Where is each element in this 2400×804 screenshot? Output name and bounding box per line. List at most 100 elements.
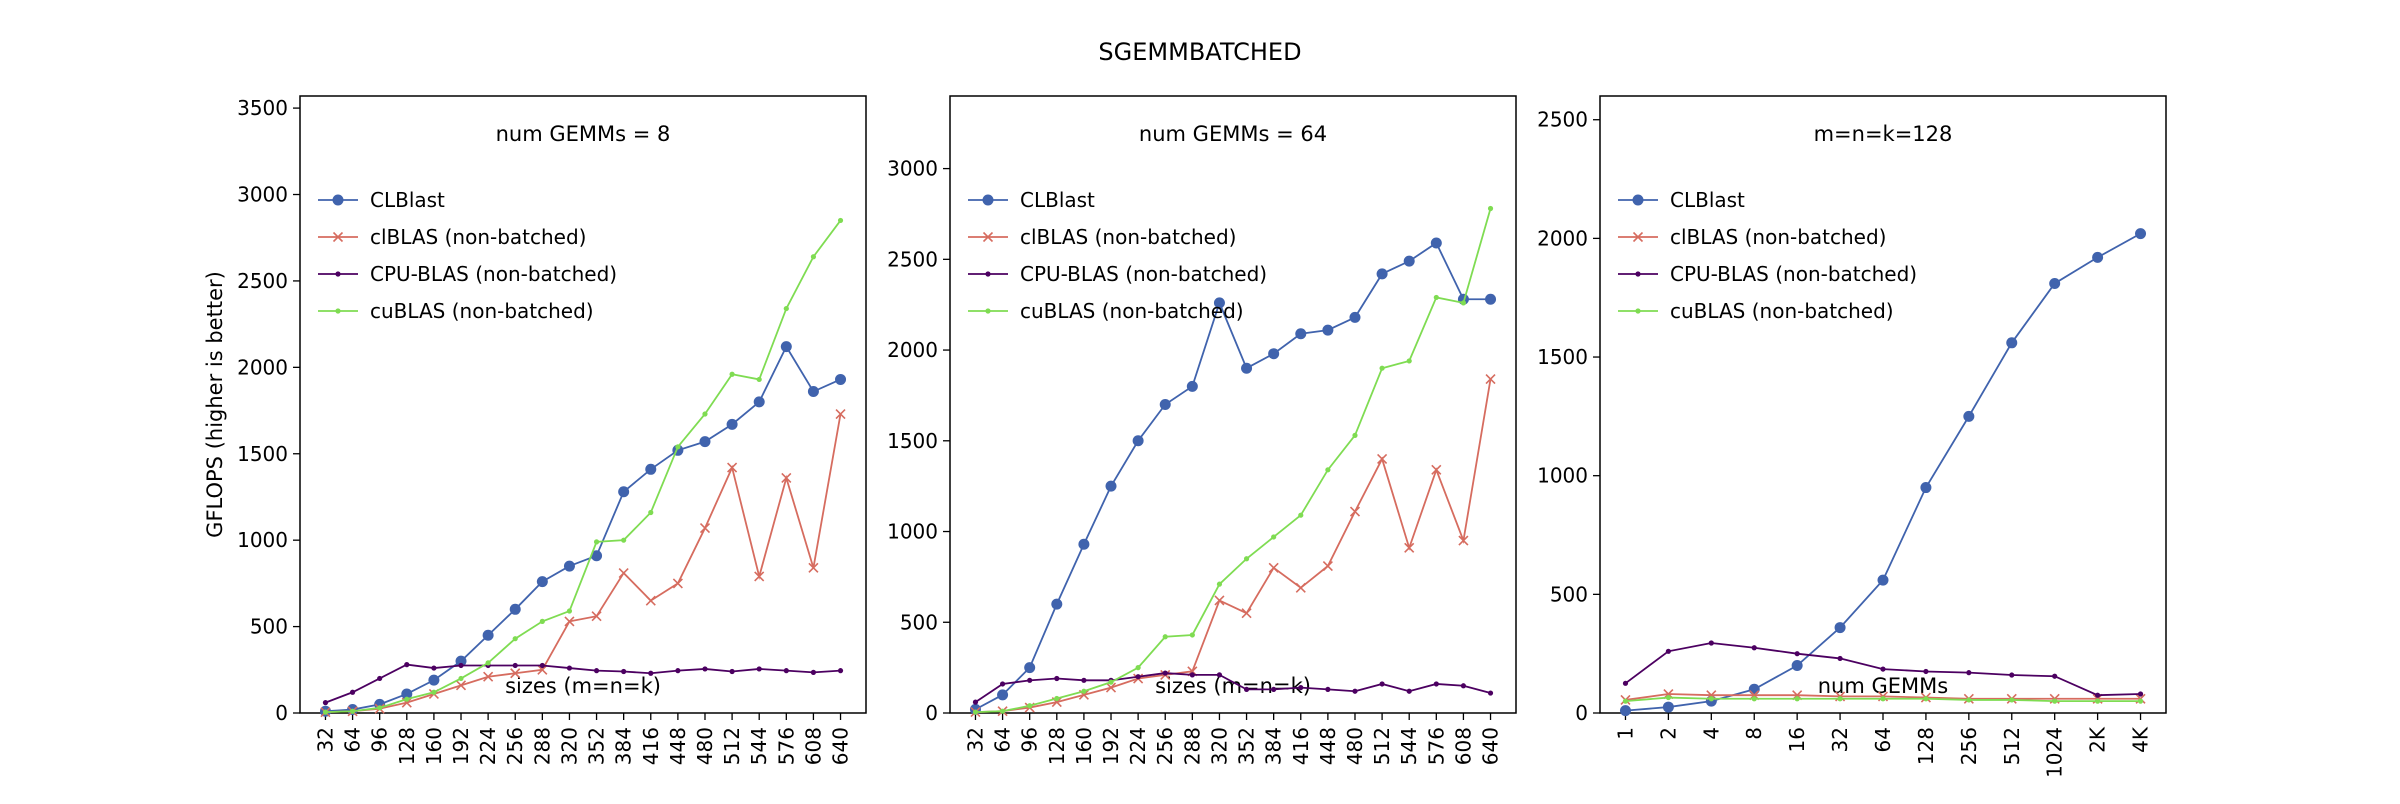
y-tick-label: 1500 [237,442,288,466]
data-point-stroke [510,668,521,679]
data-point [1243,556,1250,562]
x-tick-label: 512 [720,727,744,765]
data-point [510,668,521,679]
data-point [1923,696,1929,702]
data-point-stroke [618,567,629,579]
data-point [729,371,735,377]
legend-label: CLBlast [1670,188,1745,212]
y-tick-label: 2000 [1537,226,1588,250]
legend-label: clBLAS (non-batched) [1020,225,1236,249]
legend-entry: CLBlast [318,188,445,212]
data-point [1054,695,1060,702]
data-point [1325,467,1331,473]
y-tick-label: 2500 [237,269,288,293]
data-point [1794,651,1800,657]
legend-label: cuBLAS (non-batched) [1020,299,1244,323]
x-tick-label: 320 [1207,727,1231,765]
data-point [1708,696,1714,702]
data-point [1216,672,1223,678]
legend-label: CPU-BLAS (non-batched) [370,262,617,286]
data-point [1189,632,1195,638]
data-point [1268,562,1279,573]
data-point [808,562,819,573]
panel-title: num GEMMs = 64 [1139,122,1327,146]
y-tick-label: 1500 [1537,345,1588,369]
data-point-stroke [1241,608,1252,619]
data-point [404,662,410,668]
series-3 [1622,640,2144,698]
data-point [1433,681,1439,687]
data-point [1403,255,1415,267]
data-point [2092,251,2104,263]
data-point [322,700,329,706]
data-point [482,629,494,641]
data-point [1189,672,1195,678]
data-point [1379,365,1385,371]
x-axis-label: sizes (m=n=k) [1155,674,1311,698]
plot-frame [299,95,867,714]
data-point-stroke [1268,562,1279,573]
data-point [1105,480,1117,492]
legend-label: cuBLAS (non-batched) [370,299,594,323]
x-tick-label: 128 [395,727,419,765]
data-point [455,655,467,667]
data-point [2009,672,2015,678]
data-point-stroke [645,595,656,606]
figure-title: SGEMMBATCHED [1098,38,1302,66]
data-point [431,665,437,671]
data-point [1349,311,1361,323]
y-tick-label: 500 [1550,582,1588,606]
data-point-stroke [1458,535,1469,546]
data-point [1791,660,1803,672]
legend-marker [985,308,991,314]
legend-marker [1635,308,1641,314]
legend-entry: CPU-BLAS (non-batched) [968,262,1267,286]
y-tick-label: 1000 [887,520,938,544]
data-point [810,669,817,675]
x-tick-label: 128 [1045,727,1069,765]
data-point [536,576,548,588]
x-tick-label: 160 [422,727,446,765]
x-tick-label: 352 [585,727,609,765]
data-point [404,696,410,702]
legend-entry: clBLAS (non-batched) [968,225,1236,249]
data-point [675,668,681,674]
x-tick-label: 64 [341,727,365,752]
x-tick-label: 2K [2086,726,2110,753]
data-point [1162,634,1168,640]
x-tick-label: 288 [530,727,554,765]
legend-marker [982,231,994,243]
y-tick-label: 1000 [237,528,288,552]
data-point [972,709,979,715]
data-point [780,341,792,353]
x-tick-label: 8 [1742,727,1766,740]
data-point [1487,205,1494,212]
legend: CLBlast clBLAS (non-batched) CPU-BLAS (non… [1618,188,1917,323]
data-point [1379,681,1385,687]
data-point [485,660,491,666]
data-point [1132,435,1144,447]
x-tick-label: 480 [693,727,717,765]
data-point [810,254,817,260]
x-tick-label: 480 [1343,727,1367,765]
series-line [325,219,842,714]
data-point-stroke [1105,682,1117,693]
data-point [1105,682,1117,693]
data-point [1431,464,1442,475]
data-point [431,689,437,695]
data-point [2137,698,2144,704]
legend-label: clBLAS (non-batched) [370,225,586,249]
y-tick-label: 1000 [1537,464,1588,488]
data-point [1834,622,1846,634]
data-point [1268,348,1280,360]
data-point [1963,410,1975,422]
series-line [325,413,842,714]
legend-marker [985,271,991,277]
legend-entry: CPU-BLAS (non-batched) [1618,262,1917,286]
data-point-stroke [1214,595,1225,606]
legend-marker [1632,231,1644,243]
data-point [1162,670,1168,676]
data-point-stroke [781,472,792,484]
